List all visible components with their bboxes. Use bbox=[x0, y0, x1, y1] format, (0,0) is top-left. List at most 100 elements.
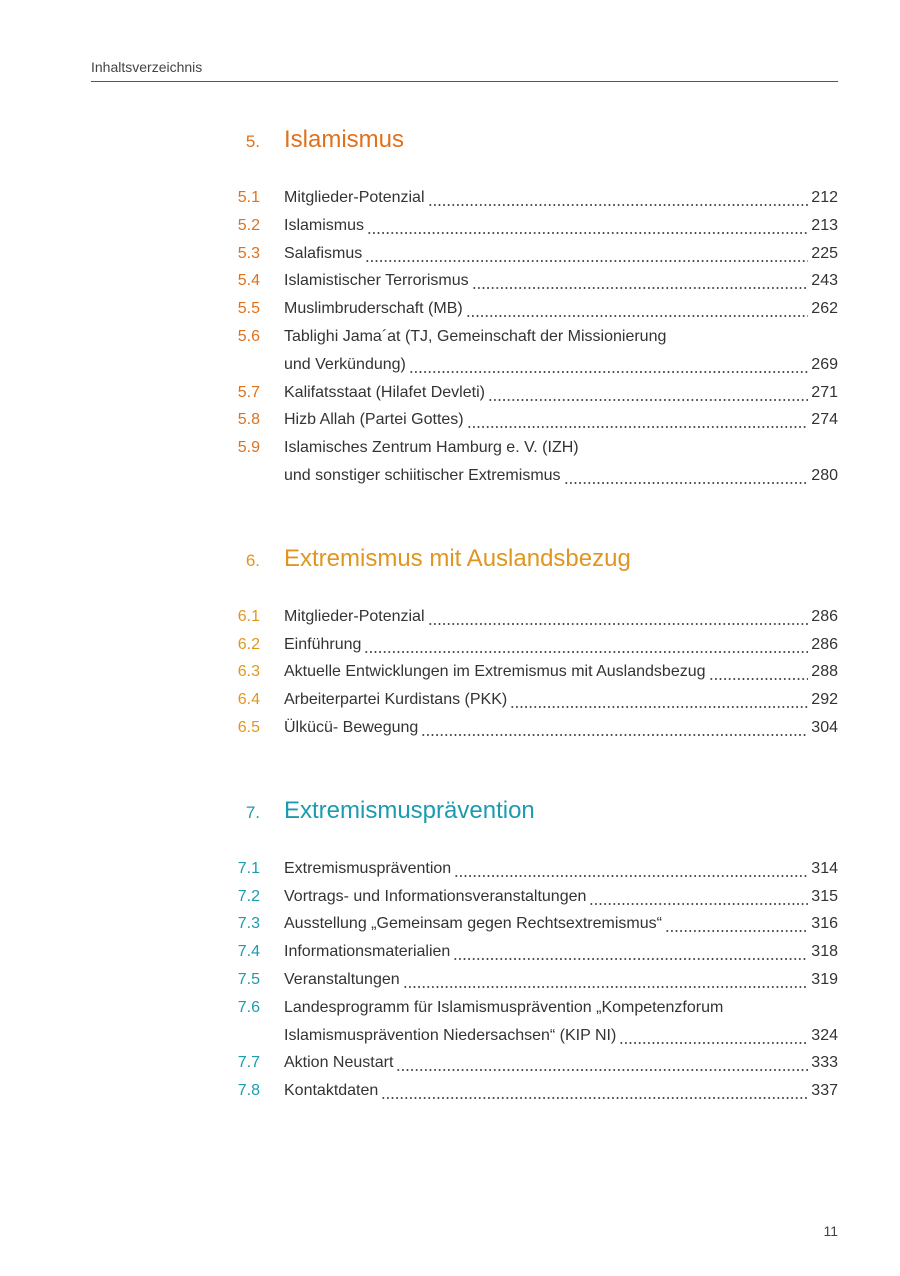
dot-leader bbox=[421, 714, 809, 742]
entry-page: 274 bbox=[811, 411, 838, 429]
entry-text: Informationsmaterialien bbox=[284, 943, 451, 961]
dot-leader bbox=[563, 462, 809, 490]
entry-line: Muslimbruderschaft (MB) 262 bbox=[284, 295, 838, 324]
entry-number: 6.3 bbox=[237, 663, 260, 681]
section-number: 5. bbox=[245, 132, 260, 151]
dot-leader bbox=[487, 378, 809, 407]
entry-line: Ülkücü- Bewegung 304 bbox=[284, 714, 838, 742]
entry-page: 286 bbox=[811, 635, 838, 653]
entry-number: 5.6 bbox=[237, 328, 260, 345]
entry-text: und Verkündung) bbox=[284, 355, 406, 373]
dot-leader bbox=[619, 1021, 809, 1050]
entry-line: Tablighi Jama´at (TJ, Gemeinschaft der M… bbox=[284, 323, 838, 351]
entry-text: Vortrags- und Informationsveranstaltunge… bbox=[284, 887, 587, 905]
dot-leader bbox=[364, 630, 809, 659]
entry-page: 337 bbox=[811, 1082, 838, 1100]
section-number: 6. bbox=[245, 550, 260, 570]
entry-number: 5.1 bbox=[237, 189, 260, 206]
entry-page: 333 bbox=[811, 1054, 838, 1072]
entry-line: Islamistischer Terrorismus 243 bbox=[284, 267, 838, 296]
entry-line: Islamismus 213 bbox=[284, 211, 838, 240]
entry-page: 243 bbox=[811, 272, 838, 290]
entry-text: Islamismus bbox=[284, 216, 365, 234]
entry-page: 286 bbox=[811, 607, 838, 625]
entry-text: Ülkücü- Bewegung bbox=[284, 719, 419, 736]
entry-number: 7.5 bbox=[237, 971, 260, 988]
entry-text: Ausstellung „Gemeinsam gegen Rechtsextre… bbox=[284, 915, 662, 933]
entry-page: 212 bbox=[811, 189, 838, 206]
entry-number: 6.1 bbox=[237, 607, 260, 625]
section-title: Extremismus mit Auslandsbezug bbox=[284, 544, 631, 572]
entry-page: 271 bbox=[811, 383, 838, 401]
entry-line: Mitglieder-Potenzial 286 bbox=[284, 602, 838, 631]
entry-text: Salafismus bbox=[284, 244, 363, 262]
entry-line: Kalifatsstaat (Hilafet Devleti) 271 bbox=[284, 378, 838, 407]
header-rule bbox=[91, 81, 838, 82]
entry-line: und sonstiger schiitischer Extremismus 28… bbox=[284, 462, 838, 490]
entry-number: 5.3 bbox=[237, 244, 260, 262]
entry-text: Islamismusprävention Niedersachsen“ (KIP… bbox=[284, 1026, 617, 1044]
entry-line: Vortrags- und Informationsveranstaltunge… bbox=[284, 882, 838, 911]
entry-page: 318 bbox=[811, 943, 838, 961]
dot-leader bbox=[465, 295, 809, 324]
dot-leader bbox=[427, 184, 809, 212]
entry-line: Islamismusprävention Niedersachsen“ (KIP… bbox=[284, 1021, 838, 1050]
entry-text: Mitglieder-Potenzial bbox=[284, 189, 425, 206]
entry-page: 225 bbox=[811, 244, 838, 262]
entry-text: Arbeiterpartei Kurdistans (PKK) bbox=[284, 691, 508, 709]
entry-text: Islamistischer Terrorismus bbox=[284, 272, 469, 290]
dot-leader bbox=[365, 239, 809, 268]
dot-leader bbox=[664, 910, 809, 939]
entry-page: 280 bbox=[811, 467, 838, 484]
entry-line: Kontaktdaten 337 bbox=[284, 1077, 838, 1106]
dot-leader bbox=[454, 854, 809, 883]
entry-line: Islamisches Zentrum Hamburg e. V. (IZH) bbox=[284, 434, 838, 462]
entry-number: 7.2 bbox=[237, 887, 260, 905]
entry-page: 316 bbox=[811, 915, 838, 933]
entry-text: und sonstiger schiitischer Extremismus bbox=[284, 467, 561, 484]
entry-text: Extremismusprävention bbox=[284, 859, 452, 877]
entry-page: 292 bbox=[811, 691, 838, 709]
entry-page: 315 bbox=[811, 887, 838, 905]
entry-number: 5.7 bbox=[237, 383, 260, 401]
entry-page: 269 bbox=[811, 355, 838, 373]
entry-text: Aktion Neustart bbox=[284, 1054, 394, 1072]
entry-text: Kalifatsstaat (Hilafet Devleti) bbox=[284, 383, 485, 401]
entry-line: Arbeiterpartei Kurdistans (PKK) 292 bbox=[284, 686, 838, 715]
entry-line: Veranstaltungen 319 bbox=[284, 966, 838, 994]
entry-page: 314 bbox=[811, 859, 838, 877]
entry-page: 324 bbox=[811, 1026, 838, 1044]
section-number: 7. bbox=[245, 802, 260, 822]
entry-line: Hizb Allah (Partei Gottes) 274 bbox=[284, 406, 838, 435]
dot-leader bbox=[589, 882, 809, 911]
entry-line: Landesprogramm für Islamismusprävention … bbox=[284, 994, 838, 1022]
entry-text: Mitglieder-Potenzial bbox=[284, 607, 425, 625]
entry-number: 5.5 bbox=[237, 300, 260, 318]
entry-number: 5.9 bbox=[237, 439, 260, 457]
entry-number: 7.8 bbox=[237, 1082, 260, 1100]
entry-text: Veranstaltungen bbox=[284, 971, 400, 988]
entry-page: 288 bbox=[811, 663, 838, 681]
entry-line: und Verkündung) 269 bbox=[284, 350, 838, 379]
dot-leader bbox=[466, 406, 809, 435]
entry-text: Landesprogramm für Islamismusprävention … bbox=[284, 998, 724, 1016]
entry-number: 7.3 bbox=[237, 915, 260, 933]
dot-leader bbox=[367, 211, 809, 240]
entry-number: 5.4 bbox=[237, 272, 260, 290]
entry-number: 5.2 bbox=[237, 216, 260, 234]
entry-number: 7.4 bbox=[237, 943, 260, 961]
entry-text: Hizb Allah (Partei Gottes) bbox=[284, 411, 464, 429]
dot-leader bbox=[510, 686, 809, 715]
entry-number: 5.8 bbox=[237, 411, 260, 429]
entry-line: Extremismusprävention 314 bbox=[284, 854, 838, 883]
dot-leader bbox=[453, 938, 809, 967]
dot-leader bbox=[708, 658, 809, 687]
page-number: 11 bbox=[823, 1223, 838, 1239]
entry-line: Aktion Neustart 333 bbox=[284, 1049, 838, 1078]
entry-number: 7.1 bbox=[237, 859, 260, 877]
entry-text: Tablighi Jama´at (TJ, Gemeinschaft der M… bbox=[284, 328, 667, 345]
dot-leader bbox=[396, 1049, 809, 1078]
entry-text: Muslimbruderschaft (MB) bbox=[284, 300, 463, 318]
entry-number: 6.4 bbox=[237, 691, 260, 709]
entry-text: Kontaktdaten bbox=[284, 1082, 379, 1100]
